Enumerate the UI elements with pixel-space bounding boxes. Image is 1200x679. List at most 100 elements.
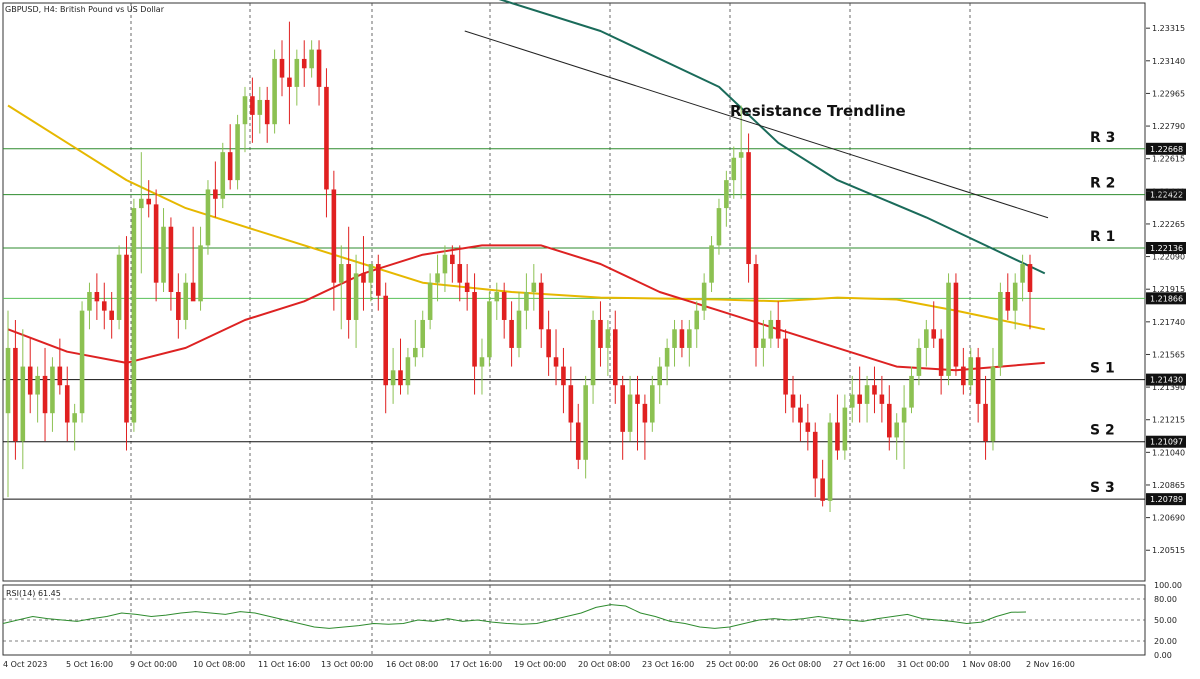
candle-bear (124, 254, 129, 423)
candle-bull (353, 273, 359, 320)
candle-bull (916, 347, 922, 376)
x-tick-label: 4 Oct 2023 (3, 660, 47, 669)
y-tick-label: 1.22965 (1152, 89, 1185, 98)
candle-bear (975, 357, 981, 404)
chart-frame (2, 2, 1146, 656)
candle-bull (487, 301, 492, 358)
candle-bear (783, 338, 788, 395)
candle-bear (857, 394, 862, 404)
level-price-box (1146, 241, 1186, 254)
candle-bull (435, 273, 440, 283)
candle-bull (198, 245, 203, 302)
y-tick-label: 1.21390 (1152, 383, 1185, 392)
candle-bear (213, 189, 218, 199)
candle-bull (731, 157, 737, 181)
candle-bear (457, 264, 463, 283)
candle-bull (35, 375, 40, 395)
candle-bear (176, 292, 181, 320)
x-tick-label: 17 Oct 16:00 (450, 660, 502, 669)
candle-bear (790, 394, 796, 408)
candle-bear (820, 478, 825, 501)
candle-bull (724, 180, 729, 209)
candle-bear (546, 329, 551, 358)
candle-bull (79, 310, 85, 414)
candle-bull (849, 394, 855, 408)
candle-bear (168, 226, 174, 292)
moving-average-line (7, 244, 1045, 372)
x-tick-label: 25 Oct 00:00 (706, 660, 758, 669)
candle-bear (472, 292, 477, 367)
rsi-tick-label: 50.00 (1154, 616, 1177, 625)
candle-bull (5, 347, 11, 414)
candle-bull (220, 152, 226, 199)
candle-bull (242, 96, 248, 125)
candle-bull (72, 413, 77, 423)
candle-bull (139, 198, 144, 209)
candle-bear (620, 385, 625, 432)
y-tick-label: 1.23140 (1152, 57, 1185, 66)
candle-bear (346, 264, 351, 320)
candle-bull (672, 329, 677, 348)
candle-bear (612, 329, 618, 386)
candle-bull (20, 366, 26, 442)
y-tick-label: 1.22090 (1152, 253, 1185, 262)
candle-bear (264, 99, 270, 125)
candle-bull (583, 385, 588, 460)
candle-bull (516, 310, 522, 348)
candle-bull (864, 385, 870, 404)
rsi-tick-label: 20.00 (1154, 637, 1177, 646)
y-tick-label: 1.22790 (1152, 122, 1185, 131)
candle-bull (738, 152, 744, 158)
candle-bull (990, 366, 996, 442)
level-price-box (1146, 493, 1186, 506)
rsi-tick-label: 100.00 (1154, 581, 1182, 590)
x-tick-label: 23 Oct 16:00 (642, 660, 694, 669)
candle-bear (635, 394, 640, 404)
candle-bear (679, 329, 685, 348)
candle-bull (657, 366, 663, 386)
candle-bull (420, 319, 426, 348)
y-tick-label: 1.20515 (1152, 546, 1185, 555)
y-tick-label: 1.21915 (1152, 285, 1185, 294)
candle-bear (598, 319, 603, 348)
level-price-box (1146, 188, 1186, 201)
candle-bull (87, 292, 92, 311)
candle-bull (909, 375, 914, 408)
candle-bear (57, 366, 63, 386)
candle-bull (427, 282, 433, 320)
candle-bear (279, 58, 285, 78)
candle-bull (442, 254, 448, 274)
x-tick-label: 31 Oct 00:00 (897, 660, 949, 669)
candle-bear (938, 338, 944, 376)
level-price-box (1146, 435, 1186, 448)
y-tick-label: 1.21040 (1152, 448, 1185, 457)
candle-bull (116, 254, 122, 320)
level-price-box (1146, 373, 1186, 386)
candle-bull (761, 338, 766, 348)
candle-bear (1005, 292, 1011, 311)
candle-bull (131, 208, 137, 423)
candle-bull (701, 282, 707, 311)
candle-bear (501, 292, 507, 320)
candle-bear (886, 403, 892, 438)
candle-bull (272, 58, 277, 125)
candle-bear (538, 282, 544, 330)
y-tick-label: 1.21215 (1152, 416, 1185, 425)
candle-bear (812, 431, 818, 479)
candle-bull (390, 370, 396, 386)
candle-bull (946, 282, 951, 376)
candle-bear (753, 264, 759, 348)
candle-bear (301, 58, 307, 69)
rsi-title: RSI(14) 61.45 (6, 589, 61, 598)
y-tick-label: 1.21565 (1152, 350, 1185, 359)
level-name-label: R 1 (1090, 229, 1115, 245)
candle-bull (338, 264, 344, 283)
rsi-tick-label: 80.00 (1154, 595, 1177, 604)
candle-bull (524, 292, 529, 311)
candle-bull (1020, 264, 1025, 283)
candle-bull (368, 264, 374, 283)
y-tick-label: 1.20690 (1152, 514, 1185, 523)
candle-bear (324, 86, 329, 190)
candle-bull (413, 347, 418, 358)
